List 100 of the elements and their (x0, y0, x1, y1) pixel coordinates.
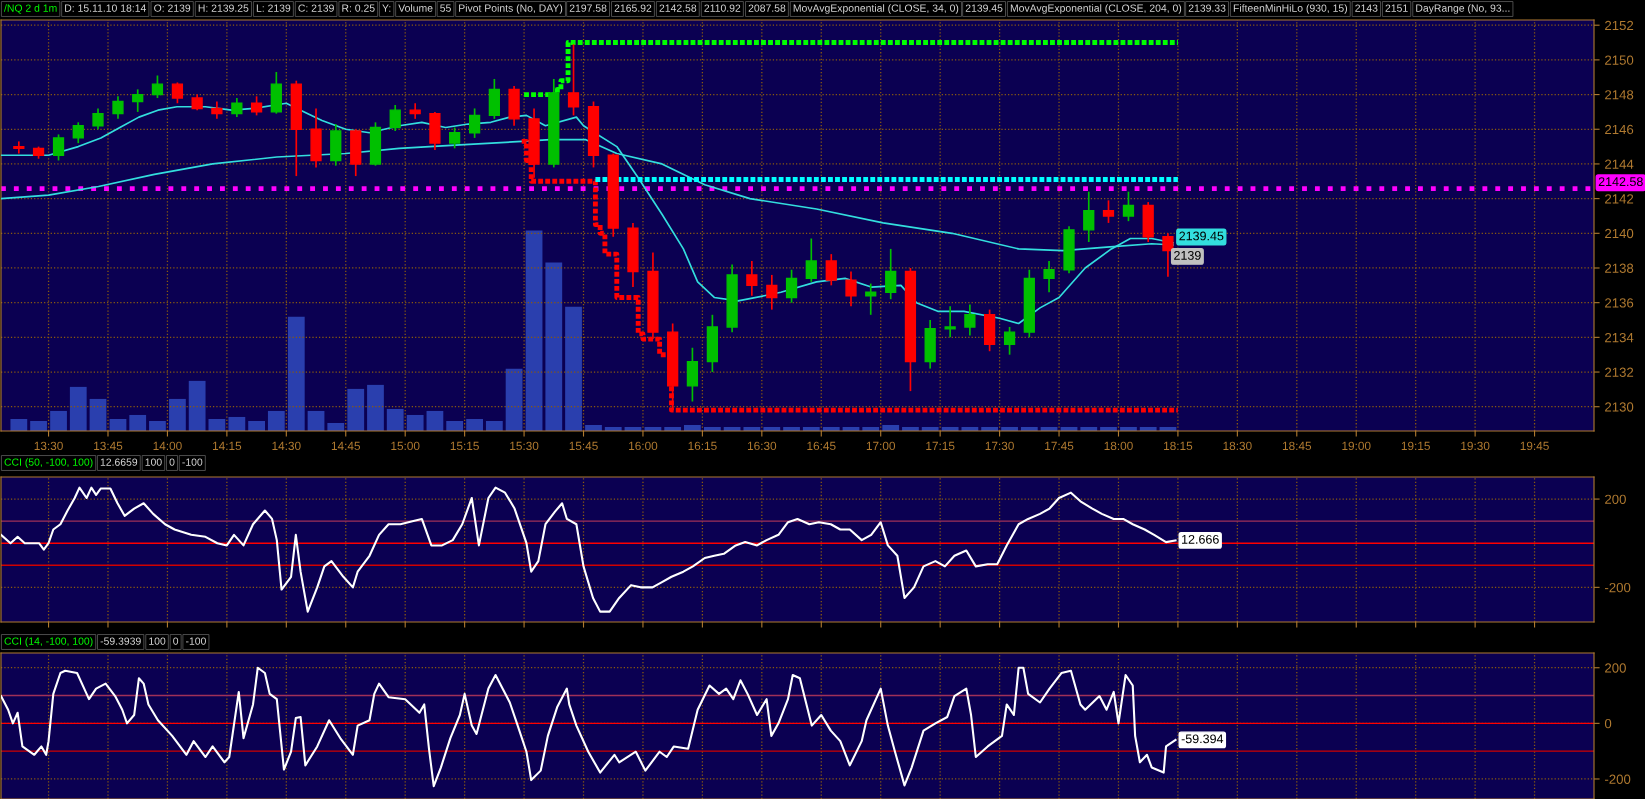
candlestick (785, 268, 798, 304)
text: Volume (398, 4, 433, 12)
y-tick-label: 200 (1605, 663, 1626, 673)
x-tick-label: 19:45 (1520, 441, 1549, 451)
text: DayRange (No, 93... (1416, 4, 1510, 14)
x-tick-label: 14:15 (213, 441, 242, 451)
y-tick-label: 2134 (1605, 332, 1634, 343)
candlestick (132, 88, 144, 113)
text: 2110.92 (704, 4, 741, 12)
y-tick-label: 2148 (1605, 90, 1634, 100)
text: O: 2139 (154, 4, 191, 12)
text: 2139.33 (1188, 4, 1226, 12)
text: 2087.58 (748, 4, 786, 12)
x-tick-label: 17:00 (866, 441, 896, 451)
text: -100 (182, 458, 203, 466)
y-tick-label: 2144 (1605, 159, 1634, 169)
candlestick (13, 140, 25, 155)
chart-title: CCI (50, -100, 100) (4, 458, 93, 468)
bar (466, 418, 484, 431)
y-tick-label: 2146 (1605, 124, 1634, 135)
y-tick-label: 2152 (1605, 20, 1634, 31)
text: -100 (185, 637, 206, 645)
y-tick-label: 2132 (1605, 367, 1634, 377)
y-tick-label: 2138 (1605, 263, 1634, 273)
x-tick-label: 16:45 (807, 441, 836, 451)
bar (129, 414, 147, 431)
text: R: 0.25 (342, 4, 375, 12)
text: 0 (169, 458, 175, 466)
text: 100 (149, 637, 166, 645)
text: FifteenMinHiLo (930, 15) (1233, 4, 1347, 14)
y-tick-label: 2140 (1605, 228, 1634, 239)
candlestick (1122, 190, 1135, 222)
x-tick-label: 14:45 (331, 441, 361, 451)
text: 2139.45 (965, 4, 1003, 12)
candlestick (1102, 199, 1115, 224)
candlestick (52, 133, 65, 162)
candlestick (250, 95, 263, 117)
y-tick-label: -200 (1605, 774, 1631, 784)
candlestick (449, 126, 461, 150)
text: 55 (440, 4, 451, 12)
x-tick-label: 18:30 (1223, 441, 1252, 451)
bar (89, 398, 107, 431)
text: H: 2139.25 (198, 4, 249, 12)
y-tick-label: 200 (1605, 494, 1626, 504)
x-tick-label: 16:15 (688, 441, 717, 451)
text: 2165.92 (614, 4, 652, 12)
candlestick (746, 260, 758, 297)
candlestick (171, 81, 184, 105)
bar (10, 418, 28, 431)
x-tick-label: 18:00 (1104, 441, 1133, 451)
y-tick-label: 2142 (1605, 194, 1634, 204)
ref-line-label: 2142.58 (1598, 177, 1643, 187)
text: -59.3939 (100, 637, 141, 645)
x-tick-label: 17:15 (926, 441, 955, 451)
candlestick (1083, 190, 1095, 243)
candlestick (845, 270, 857, 307)
annotation: 12.666 (1182, 534, 1219, 544)
bar (386, 408, 404, 431)
bar (446, 420, 464, 431)
text: MovAvgExponential (CLOSE, 204, 0) (1010, 4, 1182, 14)
candlestick (944, 305, 956, 339)
bar (307, 410, 325, 431)
x-tick-label: 14:30 (272, 441, 301, 451)
candlestick (72, 121, 84, 144)
bar (426, 410, 444, 431)
candlestick (151, 74, 164, 99)
x-tick-label: 19:15 (1401, 441, 1430, 451)
annotation: 2139 (1174, 250, 1201, 260)
candlestick (92, 107, 104, 131)
candlestick (468, 107, 481, 139)
text: 100 (145, 458, 162, 466)
bar (565, 306, 582, 431)
text: Y: (382, 4, 391, 12)
text: C: 2139 (298, 4, 334, 12)
bar (367, 384, 384, 431)
annotation: -59.394 (1181, 734, 1224, 744)
text: 2142.58 (659, 4, 697, 12)
bar (505, 368, 523, 431)
bar (50, 410, 67, 431)
bar (267, 410, 285, 431)
x-tick-label: 17:45 (1045, 441, 1074, 451)
bar (69, 386, 87, 431)
candlestick (805, 237, 817, 283)
y-tick-label: -200 (1605, 582, 1631, 593)
text: L: 2139 (256, 4, 291, 12)
bar (347, 388, 365, 431)
x-tick-label: 17:30 (985, 441, 1014, 451)
bar (169, 398, 186, 431)
bar (525, 230, 543, 431)
y-tick-label: 2150 (1605, 55, 1634, 65)
x-tick-label: 16:00 (629, 441, 658, 451)
y-tick-label: 0 (1604, 718, 1612, 729)
text: MovAvgExponential (CLOSE, 34, 0) (793, 4, 959, 14)
text: D: 15.11.10 18:14 (65, 4, 146, 12)
candlestick (112, 95, 124, 120)
line-series (1, 486, 1177, 613)
text: 2151 (1385, 4, 1408, 12)
candlestick (231, 97, 243, 118)
x-tick-label: 18:45 (1282, 441, 1312, 451)
text: Pivot Points (No, DAY) (459, 4, 563, 14)
